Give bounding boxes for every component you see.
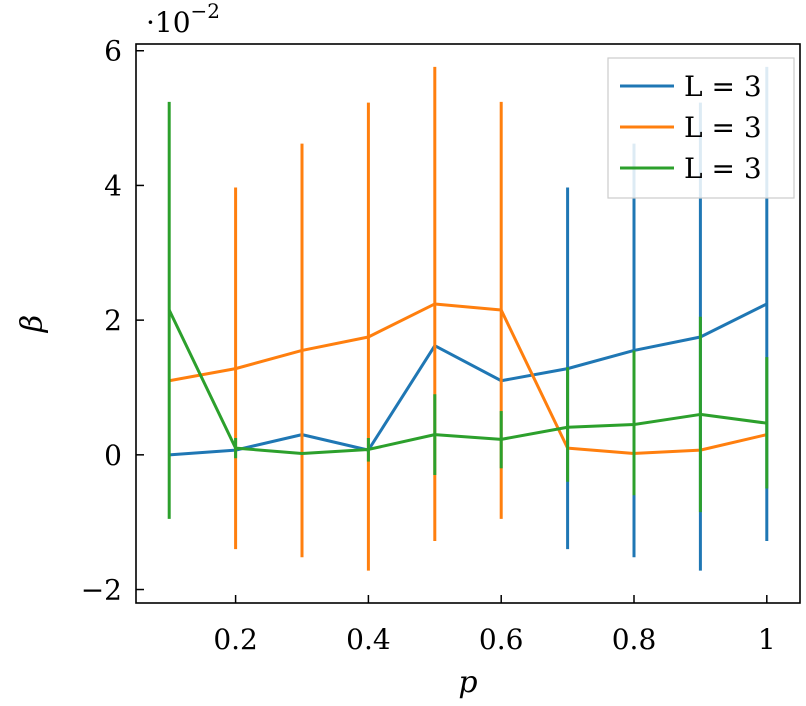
x-tick-label: 0.2 — [213, 623, 258, 656]
legend-entry: L = 3 — [684, 70, 762, 103]
legend-entry: L = 3 — [684, 111, 762, 144]
y-tick-label: 4 — [104, 169, 122, 202]
series-2 — [168, 66, 768, 571]
y-tick-label: 0 — [104, 439, 122, 472]
plot-frame — [135, 43, 801, 604]
series-line — [168, 302, 768, 455]
axis-ticks: 0.2 0.4 0.6 0.8 1 −2 0 2 4 6 — [81, 35, 776, 656]
y-scale-exponent: −2 — [191, 0, 220, 23]
legend: L = 3 L = 3 L = 3 — [607, 57, 795, 199]
series-line — [169, 302, 768, 457]
x-tick-label: 0.4 — [346, 623, 391, 656]
x-tick-label: 0.8 — [612, 623, 657, 656]
plot-area — [167, 66, 769, 571]
x-tick-label: 0.6 — [479, 623, 524, 656]
legend-entry: L = 3 — [684, 152, 762, 185]
y-axis-label: β — [15, 315, 50, 333]
y-scale-multiplier: ·10−2 — [146, 0, 220, 39]
x-axis-label: p — [458, 665, 477, 700]
axis-labels: p β ·10−2 — [15, 0, 478, 700]
y-tick-label: −2 — [81, 574, 122, 607]
y-tick-label: 2 — [104, 304, 122, 337]
y-tick-label: 6 — [104, 35, 122, 68]
series-line — [167, 309, 767, 455]
x-tick-label: 1 — [758, 623, 776, 656]
y-scale-base: ·10 — [146, 6, 191, 39]
series-3 — [167, 101, 769, 519]
